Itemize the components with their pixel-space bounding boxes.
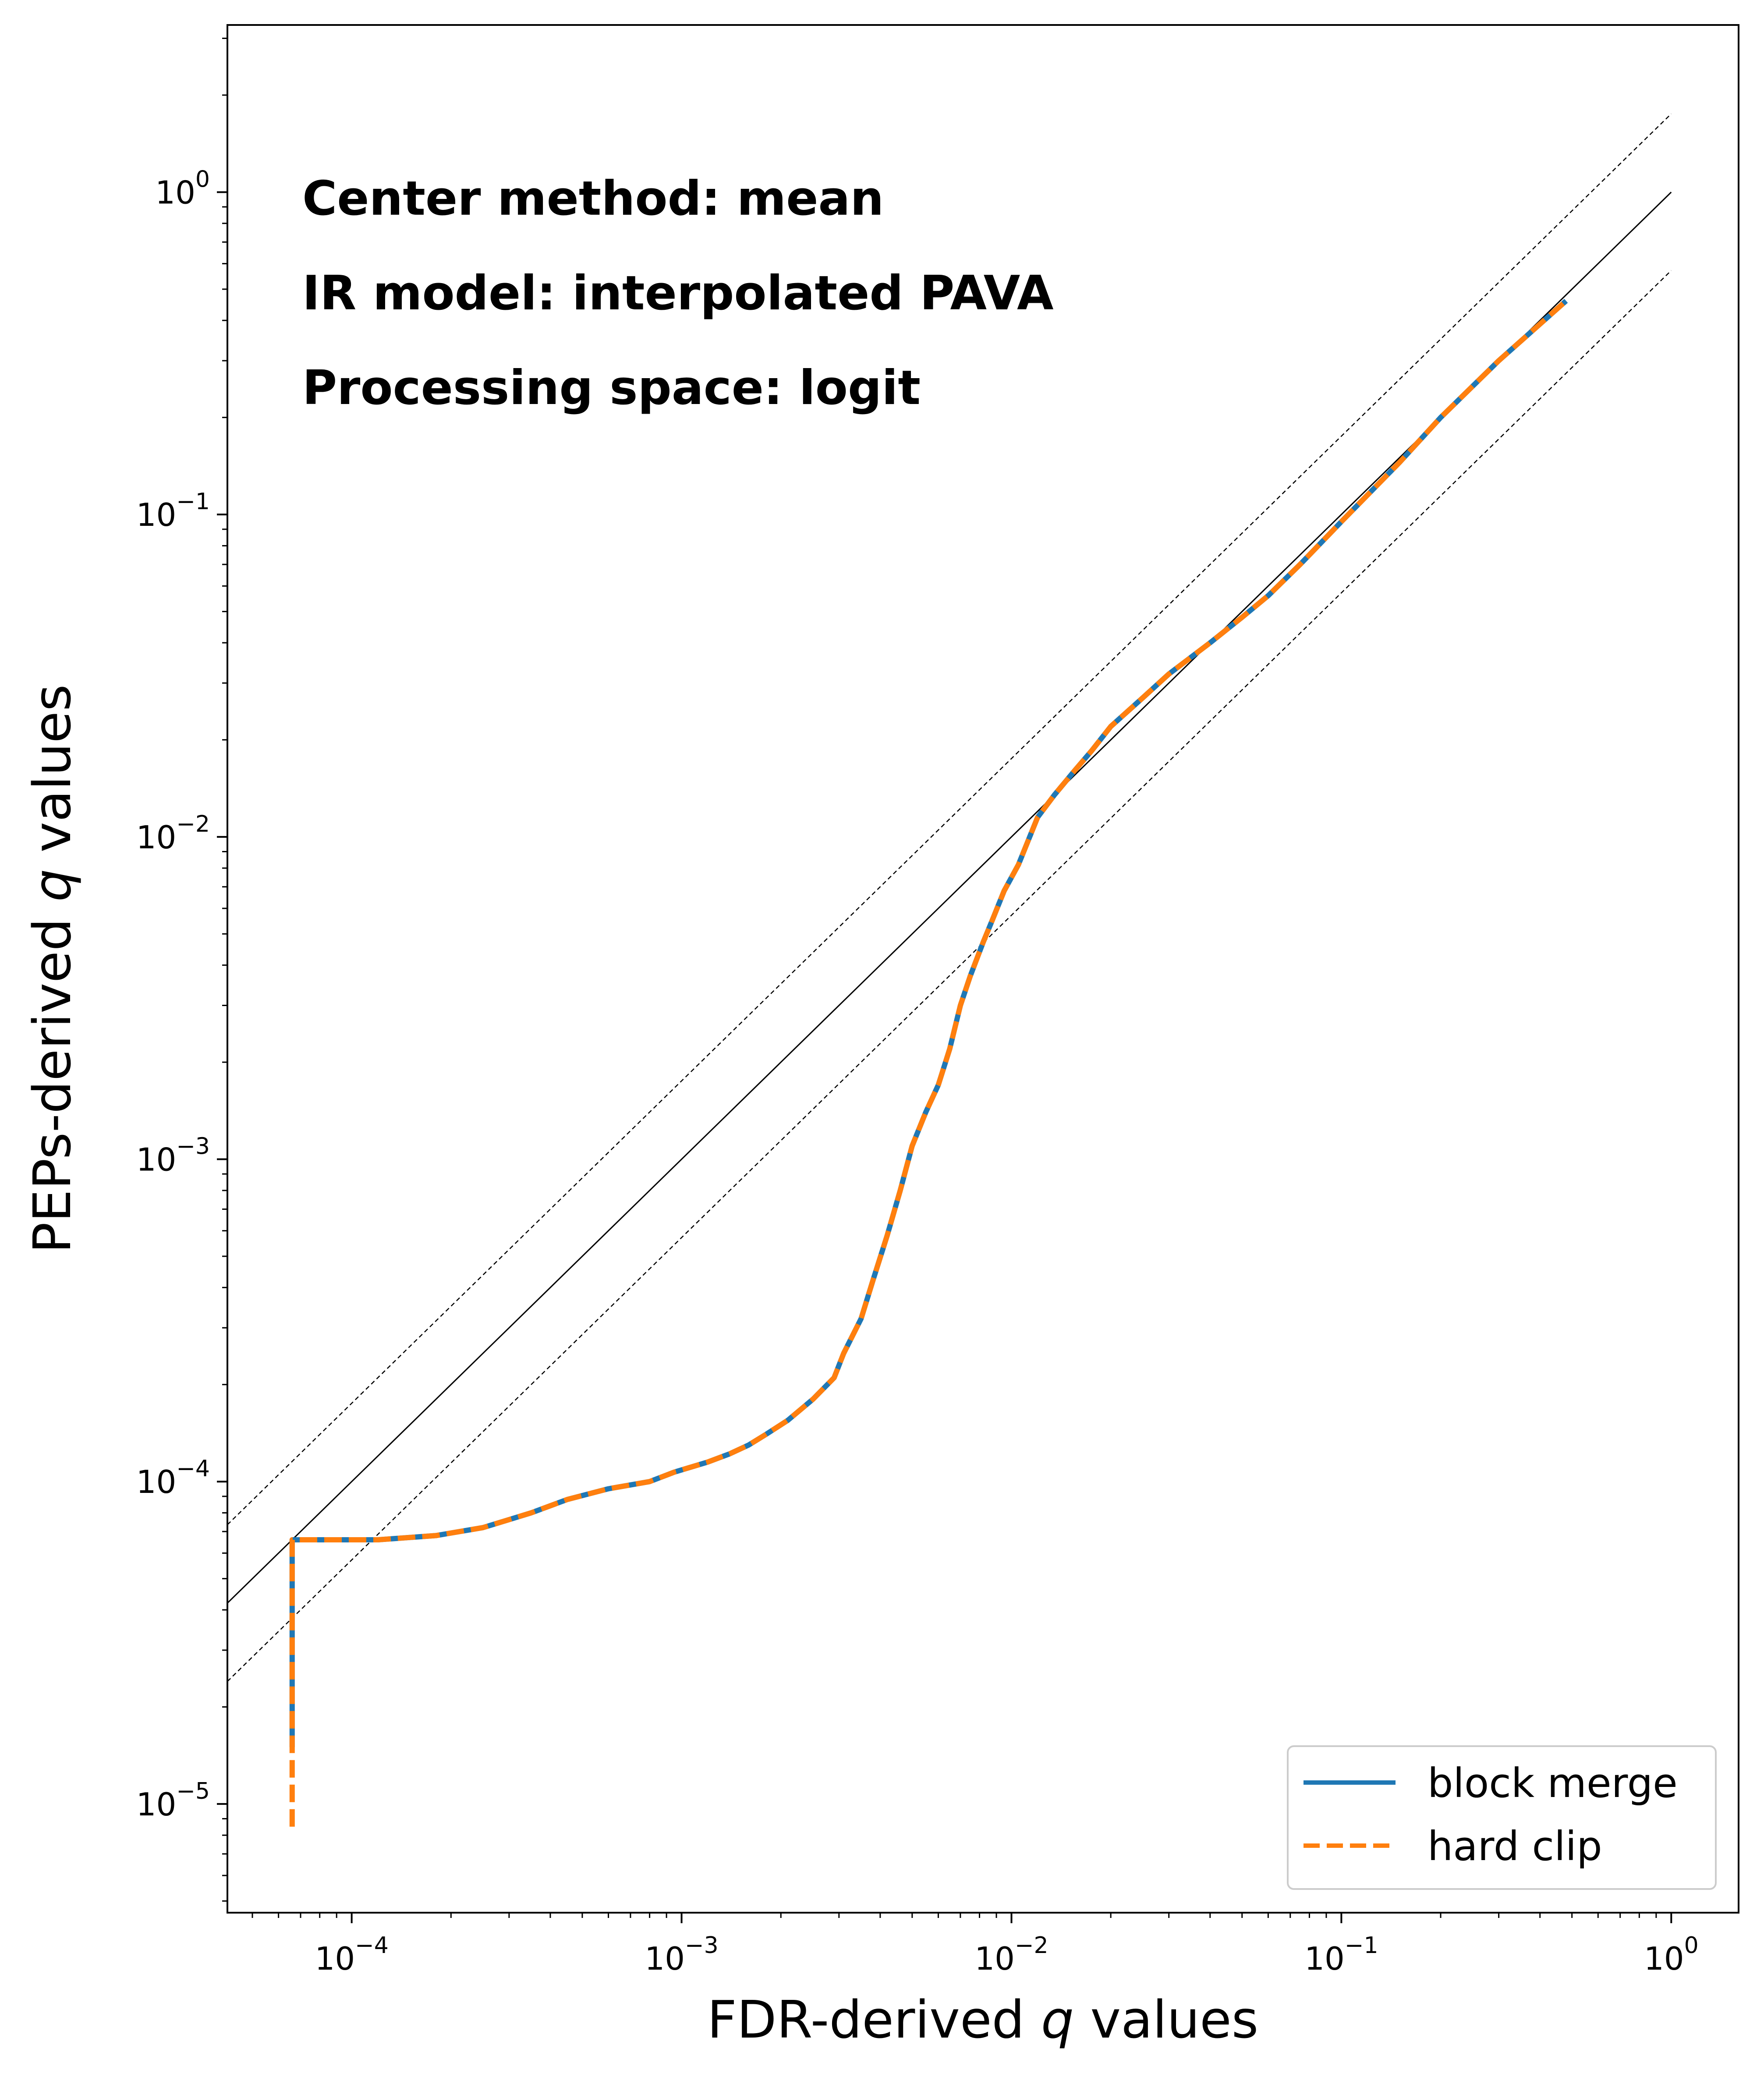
y-tick-label: 10−3 — [136, 1134, 210, 1178]
legend-label-hard-clip: hard clip — [1427, 1823, 1602, 1870]
x-tick-label: 10−1 — [1304, 1932, 1378, 1977]
y-tick-label: 100 — [155, 166, 210, 211]
x-tick-label: 100 — [1644, 1932, 1699, 1977]
series-block-merge — [289, 299, 1568, 1747]
plot-frame — [227, 24, 1739, 1914]
y-tick-label: 10−1 — [136, 489, 210, 533]
x-tick-label: 10−3 — [645, 1932, 718, 1977]
annotation-line: IR model: interpolated PAVA — [302, 266, 1054, 321]
y-tick-label: 10−4 — [136, 1456, 210, 1500]
y-tick-label: 10−5 — [136, 1778, 210, 1823]
annotations: Center method: mean IR model: interpolate… — [302, 171, 1054, 415]
x-tick-label: 10−4 — [315, 1932, 389, 1977]
y-axis-label: PEPs-derived q values — [22, 684, 82, 1254]
legend-label-block-merge: block merge — [1427, 1760, 1678, 1807]
x-axis-label: FDR-derived q values — [707, 1989, 1258, 2050]
series-layer — [289, 299, 1568, 1827]
ticks-layer: 10−4 10−3 10−2 10−1 100 10−5 10−4 10−3 10−2 10−1 1… — [136, 37, 1699, 1977]
y-tick-label: 10−2 — [136, 811, 210, 856]
annotation-line: Processing space: logit — [302, 361, 921, 415]
legend: block merge hard clip — [1287, 1745, 1717, 1890]
lower-bound-line — [227, 270, 1672, 1682]
upper-bound-line — [227, 113, 1672, 1525]
x-tick-label: 10−2 — [974, 1932, 1048, 1977]
annotation-line: Center method: mean — [302, 171, 884, 226]
